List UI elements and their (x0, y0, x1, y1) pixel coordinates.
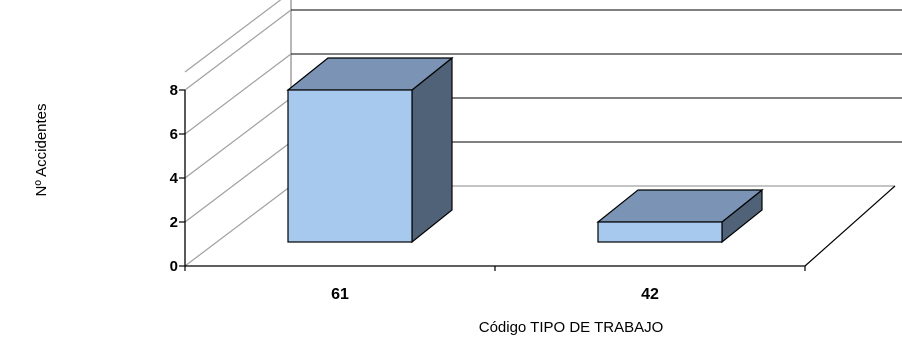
side-wall-top (184, 0, 282, 73)
x-tick-label: 61 (331, 286, 349, 303)
gridline-side (184, 53, 292, 135)
bar-front-face (597, 221, 723, 243)
y-tick-label: 8 (170, 82, 178, 99)
gridline-side (184, 97, 292, 179)
bar-front-face (287, 89, 413, 243)
floor-left-edge (184, 185, 292, 267)
gridline-side (184, 9, 292, 91)
y-tick-labels: 0 2 4 6 8 (170, 82, 179, 275)
y-axis-title: Nº Accidentes (33, 103, 50, 196)
x-tick-label: 42 (641, 286, 659, 303)
bar (286, 56, 454, 244)
y-tick-label: 6 (170, 126, 178, 143)
bar (596, 188, 764, 244)
y-tick-label: 0 (170, 258, 178, 275)
y-tick-label: 2 (170, 214, 178, 231)
y-tick-label: 4 (170, 170, 179, 187)
x-axis-title: Código TIPO DE TRABAJO (479, 319, 664, 336)
axes (179, 89, 806, 271)
floor-right-edge (804, 185, 896, 267)
bars (286, 56, 764, 244)
gridline-side (184, 141, 292, 223)
x-tick-labels: 61 42 (331, 286, 659, 303)
